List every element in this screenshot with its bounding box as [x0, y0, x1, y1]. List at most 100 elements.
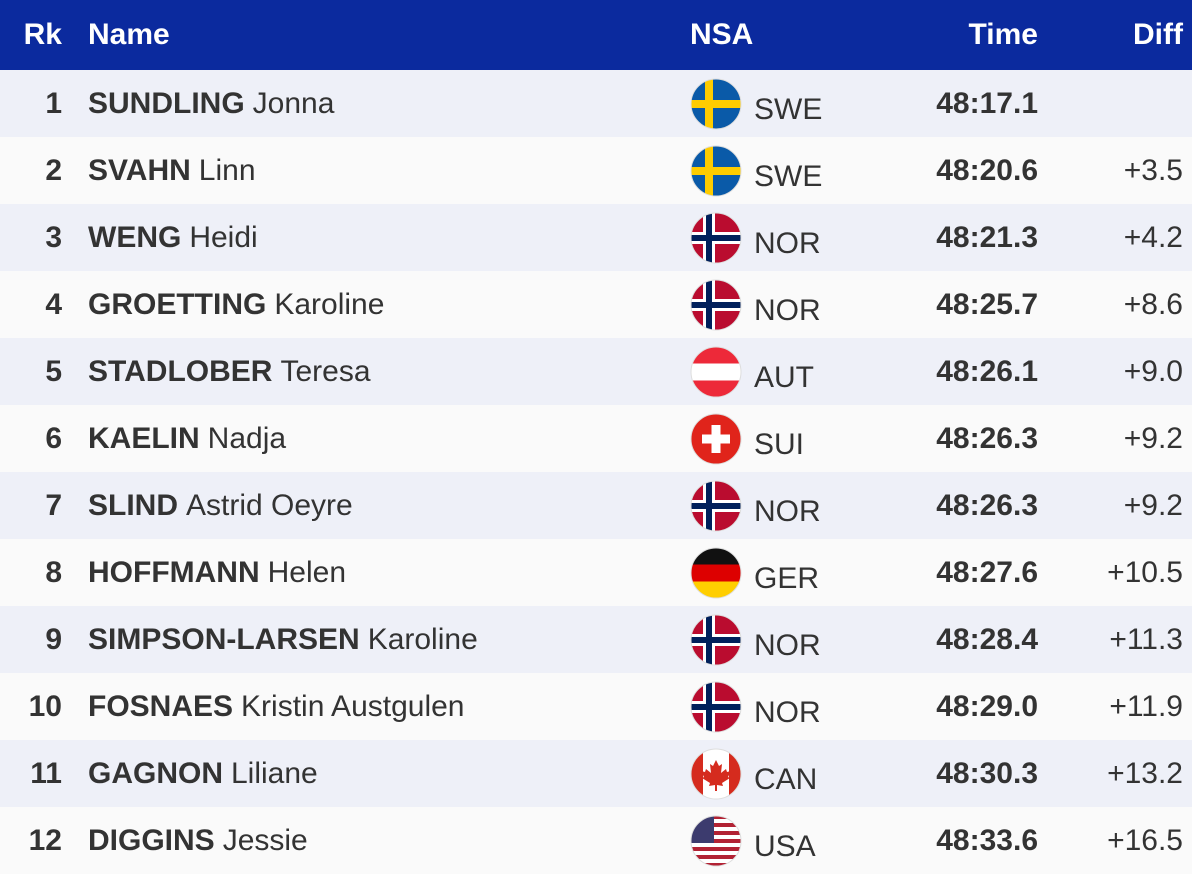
- rank: 9: [45, 622, 62, 656]
- diff: +9.2: [1123, 421, 1183, 455]
- nsa: USA: [754, 829, 816, 863]
- time: 48:20.6: [936, 153, 1038, 187]
- flag-cell: [690, 271, 742, 338]
- rank: 7: [45, 488, 62, 522]
- surname: STADLOBER: [88, 354, 273, 388]
- time: 48:17.1: [936, 86, 1038, 120]
- flag: [690, 212, 742, 264]
- flag: [690, 78, 742, 130]
- flag-cell: [690, 338, 742, 405]
- nsa: SWE: [754, 92, 823, 126]
- rank: 2: [45, 153, 62, 187]
- athlete-name[interactable]: SUNDLING Jonna: [88, 70, 334, 137]
- flag: [690, 815, 742, 867]
- athlete-name[interactable]: GAGNON Liliane: [88, 740, 318, 807]
- time: 48:28.4: [936, 622, 1038, 656]
- rank: 11: [30, 756, 62, 790]
- diff: +4.2: [1123, 220, 1183, 254]
- given-name: Jonna: [252, 86, 335, 120]
- time: 48:27.6: [936, 555, 1038, 589]
- nsa: SWE: [754, 159, 823, 193]
- given-name: Liliane: [231, 756, 318, 790]
- result-row: 9 SIMPSON-LARSEN Karoline NOR 48:28.4 +11.3: [0, 606, 1192, 673]
- flag: [690, 614, 742, 666]
- flag-cell: [690, 204, 742, 271]
- surname: SLIND: [88, 488, 178, 522]
- result-row: 4 GROETTING Karoline NOR 48:25.7 +8.6: [0, 271, 1192, 338]
- header-name[interactable]: Name: [88, 18, 170, 51]
- nsa: CAN: [754, 762, 818, 796]
- result-row: 8 HOFFMANN Helen GER 48:27.6 +10.5: [0, 539, 1192, 606]
- time: 48:30.3: [936, 756, 1038, 790]
- rank: 12: [28, 823, 62, 857]
- rank: 8: [45, 555, 62, 589]
- rank: 5: [45, 354, 62, 388]
- rank: 6: [45, 421, 62, 455]
- surname: DIGGINS: [88, 823, 215, 857]
- result-row: 2 SVAHN Linn SWE 48:20.6 +3.5: [0, 137, 1192, 204]
- athlete-name[interactable]: KAELIN Nadja: [88, 405, 286, 472]
- header-rank[interactable]: Rk: [23, 18, 62, 51]
- result-row: 7 SLIND Astrid Oeyre NOR 48:26.3 +9.2: [0, 472, 1192, 539]
- diff: +13.2: [1107, 756, 1183, 790]
- surname: HOFFMANN: [88, 555, 260, 589]
- flag: [690, 748, 742, 800]
- flag-cell: [690, 70, 742, 137]
- header-time[interactable]: Time: [968, 18, 1038, 51]
- given-name: Helen: [267, 555, 347, 589]
- time: 48:21.3: [936, 220, 1038, 254]
- surname: GROETTING: [88, 287, 267, 321]
- athlete-name[interactable]: HOFFMANN Helen: [88, 539, 346, 606]
- flag: [690, 681, 742, 733]
- time: 48:26.1: [936, 354, 1038, 388]
- flag-cell: [690, 740, 742, 807]
- given-name: Kristin Austgulen: [241, 689, 465, 723]
- athlete-name[interactable]: SIMPSON-LARSEN Karoline: [88, 606, 478, 673]
- nsa: AUT: [754, 360, 814, 394]
- athlete-name[interactable]: SLIND Astrid Oeyre: [88, 472, 353, 539]
- result-row: 3 WENG Heidi NOR 48:21.3 +4.2: [0, 204, 1192, 271]
- rank: 3: [45, 220, 62, 254]
- given-name: Jessie: [222, 823, 308, 857]
- athlete-name[interactable]: DIGGINS Jessie: [88, 807, 308, 874]
- result-row: 11 GAGNON Liliane CAN 48:30.3 +13.2: [0, 740, 1192, 807]
- flag-cell: [690, 606, 742, 673]
- flag: [690, 480, 742, 532]
- nsa: SUI: [754, 427, 805, 461]
- result-row: 1 SUNDLING Jonna SWE 48:17.1: [0, 70, 1192, 137]
- nsa: NOR: [754, 628, 821, 662]
- athlete-name[interactable]: WENG Heidi: [88, 204, 258, 271]
- given-name: Astrid Oeyre: [186, 488, 353, 522]
- flag: [690, 547, 742, 599]
- athlete-name[interactable]: GROETTING Karoline: [88, 271, 384, 338]
- surname: SVAHN: [88, 153, 191, 187]
- diff: +8.6: [1123, 287, 1183, 321]
- athlete-name[interactable]: FOSNAES Kristin Austgulen: [88, 673, 465, 740]
- header-diff[interactable]: Diff: [1133, 18, 1183, 51]
- result-row: 12 DIGGINS Jessie USA 48:33.6 +16.5: [0, 807, 1192, 874]
- diff: +9.2: [1123, 488, 1183, 522]
- flag-cell: [690, 472, 742, 539]
- surname: GAGNON: [88, 756, 223, 790]
- rank: 10: [28, 689, 62, 723]
- flag: [690, 145, 742, 197]
- time: 48:26.3: [936, 421, 1038, 455]
- flag-cell: [690, 673, 742, 740]
- athlete-name[interactable]: SVAHN Linn: [88, 137, 256, 204]
- surname: SIMPSON-LARSEN: [88, 622, 360, 656]
- result-row: 6 KAELIN Nadja SUI 48:26.3 +9.2: [0, 405, 1192, 472]
- flag-cell: [690, 807, 742, 874]
- given-name: Karoline: [274, 287, 385, 321]
- nsa: NOR: [754, 226, 821, 260]
- nsa: NOR: [754, 695, 821, 729]
- given-name: Heidi: [189, 220, 258, 254]
- header-nsa[interactable]: NSA: [690, 18, 754, 51]
- result-row: 5 STADLOBER Teresa AUT 48:26.1 +9.0: [0, 338, 1192, 405]
- diff: +16.5: [1107, 823, 1183, 857]
- given-name: Teresa: [280, 354, 371, 388]
- surname: FOSNAES: [88, 689, 234, 723]
- flag-cell: [690, 405, 742, 472]
- athlete-name[interactable]: STADLOBER Teresa: [88, 338, 371, 405]
